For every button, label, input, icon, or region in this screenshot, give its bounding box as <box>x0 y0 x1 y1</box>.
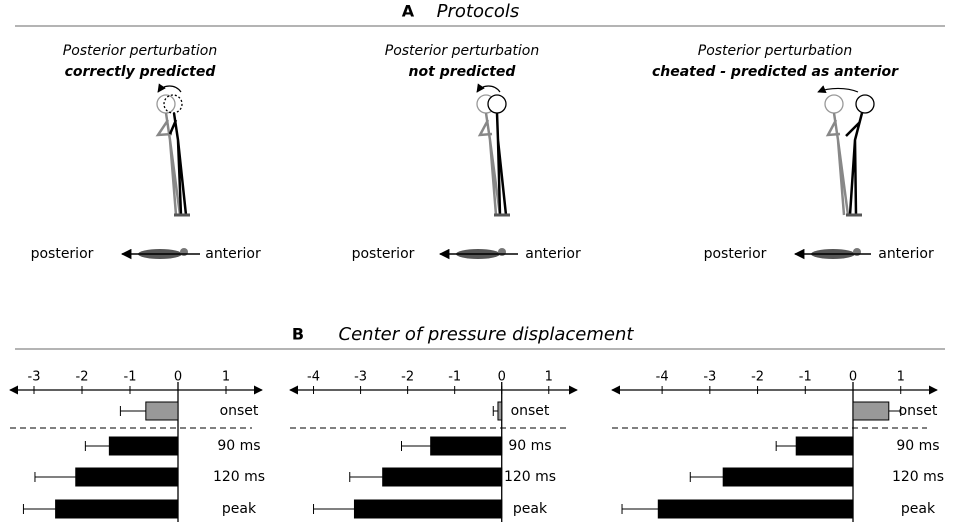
x-tick-label: -3 <box>28 370 41 385</box>
category-label: peak <box>222 501 257 517</box>
panel-title: Protocols <box>437 1 520 22</box>
direction-label: posterior <box>352 246 415 262</box>
figure-3 <box>817 85 875 217</box>
category-label: onset <box>899 403 938 419</box>
x-tick-label: 0 <box>498 370 506 385</box>
x-tick-label: -4 <box>656 370 669 385</box>
category-label: 90 ms <box>896 438 939 454</box>
x-tick-label: -2 <box>76 370 89 385</box>
x-tick-label: 1 <box>897 370 905 385</box>
category-label: onset <box>511 403 550 419</box>
x-tick-label: -4 <box>307 370 320 385</box>
x-tick-label: -1 <box>448 370 461 385</box>
x-tick-label: -3 <box>354 370 367 385</box>
figure-1 <box>155 83 190 217</box>
category-label: peak <box>513 501 548 517</box>
bar <box>55 499 179 519</box>
x-tick-label: -1 <box>124 370 137 385</box>
x-tick-label: 1 <box>545 370 553 385</box>
category-label: peak <box>901 501 936 517</box>
panel-label: A <box>402 2 415 21</box>
bar <box>382 467 503 487</box>
bar <box>108 436 179 456</box>
bar <box>497 401 503 421</box>
bar <box>430 436 503 456</box>
protocol-subtitle: correctly predicted <box>65 64 217 80</box>
direction-label: anterior <box>525 246 581 262</box>
category-label: 120 ms <box>213 469 265 485</box>
panel-title: Center of pressure displacement <box>339 324 635 345</box>
category-label: 120 ms <box>892 469 944 485</box>
bar <box>852 401 890 421</box>
protocol-title: Posterior perturbation <box>698 43 852 59</box>
protocol-subtitle: not predicted <box>409 64 517 80</box>
x-tick-label: -2 <box>401 370 414 385</box>
direction-label: posterior <box>31 246 94 262</box>
bar <box>75 467 179 487</box>
category-label: 90 ms <box>508 438 551 454</box>
bar <box>353 499 503 519</box>
direction-label: anterior <box>205 246 261 262</box>
foot-arrows <box>120 248 871 260</box>
x-tick-label: -1 <box>799 370 812 385</box>
category-label: 120 ms <box>504 469 556 485</box>
category-label: 90 ms <box>217 438 260 454</box>
direction-label: posterior <box>704 246 767 262</box>
bar <box>657 499 854 519</box>
category-label: onset <box>220 403 259 419</box>
direction-label: anterior <box>878 246 934 262</box>
x-tick-label: -2 <box>751 370 764 385</box>
charts: -3 -2 -1 0 1 onset 90 ms 120 ms peak -4 -3 -2 -1 0 1 on… <box>9 370 944 522</box>
bar <box>145 401 179 421</box>
bar <box>795 436 854 456</box>
x-tick-label: 0 <box>174 370 182 385</box>
x-tick-label: -3 <box>703 370 716 385</box>
protocol-title: Posterior perturbation <box>385 43 539 59</box>
protocol-title: Posterior perturbation <box>63 43 217 59</box>
x-tick-label: 1 <box>222 370 230 385</box>
x-tick-label: 0 <box>849 370 857 385</box>
figure-2 <box>476 83 510 217</box>
bar <box>722 467 854 487</box>
protocol-subtitle: cheated - predicted as anterior <box>652 64 899 80</box>
panel-label: B <box>292 325 304 344</box>
